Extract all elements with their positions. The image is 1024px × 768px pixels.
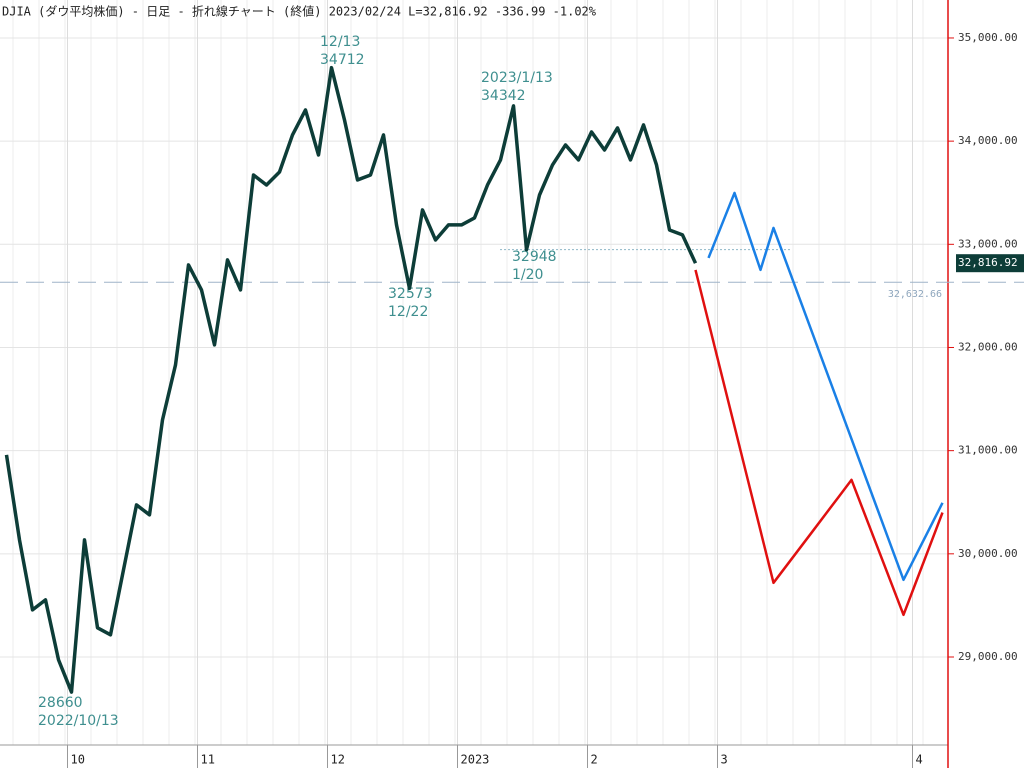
- annotation-value: 32573: [388, 286, 433, 302]
- chart-title: DJIA (ダウ平均株価) - 日足 - 折れ線チャート (終値) 2023/0…: [2, 4, 597, 19]
- grid: [0, 0, 948, 745]
- x-tick-label: 4: [916, 753, 923, 767]
- last-value-box: [956, 254, 1024, 273]
- x-tick-label: 12: [331, 753, 345, 767]
- annotation-value: 34342: [481, 88, 526, 104]
- y-tick-label: 31,000.00: [958, 444, 1018, 457]
- annotation-date: 1/20: [512, 267, 543, 283]
- x-tick-label: 2023: [461, 753, 490, 767]
- x-tick-label: 11: [201, 753, 215, 767]
- series-line: [4, 65, 698, 694]
- series-line: [694, 269, 944, 617]
- y-tick-label: 33,000.00: [958, 237, 1018, 250]
- annotation-value: 32948: [512, 249, 557, 265]
- last-value-label: 32,816.92: [958, 256, 1018, 269]
- series-line: [707, 191, 944, 582]
- x-tick-label: 3: [721, 753, 728, 767]
- annotation-value: 28660: [38, 695, 83, 711]
- annotation-date: 2022/10/13: [38, 713, 119, 729]
- y-tick-label: 32,000.00: [958, 340, 1018, 353]
- annotation-date: 12/22: [388, 304, 428, 320]
- annotation-date: 2023/1/13: [481, 70, 553, 86]
- x-tick-label: 2: [591, 753, 598, 767]
- reference-label: 32,632.66: [888, 289, 942, 300]
- y-tick-label: 30,000.00: [958, 547, 1018, 560]
- y-tick-label: 29,000.00: [958, 650, 1018, 663]
- x-tick-label: 10: [71, 753, 85, 767]
- annotation-date: 12/13: [320, 34, 360, 50]
- annotation-value: 34712: [320, 52, 365, 68]
- y-tick-label: 35,000.00: [958, 31, 1018, 44]
- y-tick-label: 34,000.00: [958, 134, 1018, 147]
